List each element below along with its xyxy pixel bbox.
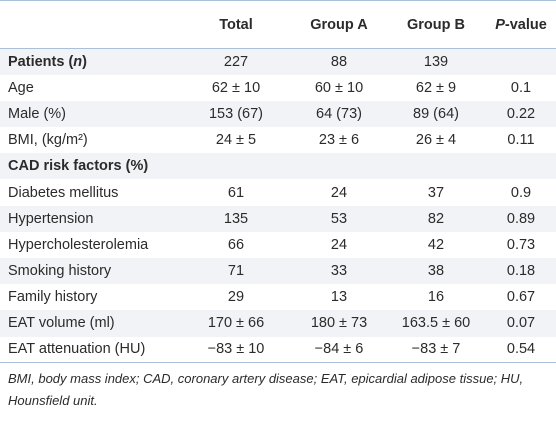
table-row: Diabetes mellitus 61 24 37 0.9 (0, 179, 556, 206)
row-label: Diabetes mellitus (8, 184, 119, 201)
table-row: Age 62 ± 10 60 ± 10 62 ± 9 0.1 (0, 74, 556, 101)
table-row: Male (%) 153 (67) 64 (73) 89 (64) 0.22 (0, 100, 556, 128)
row-label: Hypertension (8, 210, 94, 227)
cell-group-a: 13 (330, 289, 348, 306)
cell-group-a: 60 ± 10 (314, 79, 364, 96)
cell-group-a: 64 (73) (316, 105, 362, 122)
cell-group-a: 88 (330, 53, 348, 70)
cell-group-b: 89 (64) (413, 105, 459, 122)
cell-total: −83 ± 10 (180, 336, 292, 364)
table-row: BMI, (kg/m²) 24 ± 5 23 ± 6 26 ± 4 0.11 (0, 127, 556, 154)
cell-pvalue (486, 49, 556, 75)
cell-group-b: 37 (427, 184, 445, 201)
cell-group-b (386, 153, 486, 179)
table-header-row: Total Group A Group B P-value (0, 0, 556, 49)
cell-group-a: −84 ± 6 (292, 336, 386, 364)
cell-group-a: 53 (330, 210, 348, 227)
table-footnote: BMI, body mass index; CAD, coronary arte… (8, 371, 524, 408)
cell-pvalue: 0.54 (486, 336, 556, 364)
table-row: EAT attenuation (HU) −83 ± 10 −84 ± 6 −8… (0, 336, 556, 364)
cell-total: 29 (227, 289, 245, 306)
header-pvalue-rest: -value (504, 16, 547, 33)
header-group-a: Group A (292, 0, 386, 49)
cell-total: 170 ± 66 (207, 315, 265, 332)
patient-characteristics-table: Total Group A Group B P-value Patients (… (0, 0, 556, 364)
cell-total: 135 (223, 210, 249, 227)
table-row: Smoking history 71 33 38 0.18 (0, 258, 556, 285)
header-pvalue-italic: P (495, 16, 505, 33)
cell-pvalue: 0.1 (510, 79, 532, 96)
row-label: Hypercholesterolemia (8, 236, 149, 253)
header-group-b: Group B (386, 0, 486, 49)
cell-group-b: 42 (427, 236, 445, 253)
cell-total: 66 (227, 236, 245, 253)
cell-total: 227 (223, 53, 249, 70)
cell-pvalue (486, 153, 556, 179)
cell-total: 153 (67) (208, 105, 263, 122)
cell-group-a: 24 (330, 184, 348, 201)
cell-pvalue: 0.73 (506, 236, 536, 253)
row-label: EAT volume (ml) (8, 315, 115, 332)
cell-total: 71 (227, 263, 245, 280)
cell-group-b: −83 ± 7 (386, 336, 486, 364)
row-label-text: Patients (8, 53, 65, 70)
cell-group-b: 16 (427, 289, 445, 306)
row-label: Patients (n) (8, 53, 87, 70)
cell-total: 24 ± 5 (215, 132, 257, 149)
cell-group-a: 23 ± 6 (318, 132, 360, 149)
table-row: CAD risk factors (%) (0, 153, 556, 180)
row-label: BMI, (kg/m²) (8, 132, 88, 149)
row-label: Family history (8, 289, 98, 306)
cell-group-b: 38 (427, 263, 445, 280)
cell-pvalue: 0.18 (506, 263, 536, 280)
cell-group-b: 163.5 ± 60 (401, 315, 471, 332)
table-row: Hypercholesterolemia 66 24 42 0.73 (0, 231, 556, 258)
cell-total: 62 ± 10 (211, 79, 261, 96)
cell-group-a (292, 153, 386, 179)
cell-pvalue: 0.89 (506, 210, 536, 227)
cell-total (180, 153, 292, 179)
cell-group-a: 33 (330, 263, 348, 280)
cell-pvalue: 0.67 (506, 289, 536, 306)
table-row: Hypertension 135 53 82 0.89 (0, 205, 556, 232)
cell-group-a: 24 (330, 236, 348, 253)
row-label: CAD risk factors (%) (8, 158, 149, 175)
cell-group-b: 26 ± 4 (415, 132, 457, 149)
table-row: Family history 29 13 16 0.67 (0, 284, 556, 311)
table-row: EAT volume (ml) 170 ± 66 180 ± 73 163.5 … (0, 310, 556, 337)
row-label: Smoking history (8, 263, 112, 280)
cell-pvalue: 0.9 (510, 184, 532, 201)
cell-group-b: 62 ± 9 (415, 79, 457, 96)
cell-group-b: 139 (423, 53, 449, 70)
row-label-suffix: n (73, 53, 83, 70)
row-label: EAT attenuation (HU) (0, 336, 180, 364)
cell-pvalue: 0.07 (506, 315, 536, 332)
row-label: Male (%) (8, 105, 67, 122)
header-total: Total (180, 0, 292, 49)
cell-group-a: 180 ± 73 (310, 315, 368, 332)
header-pvalue: P-value (486, 0, 556, 49)
cell-pvalue: 0.11 (507, 132, 535, 149)
cell-total: 61 (227, 184, 245, 201)
table-row: Patients (n) 227 88 139 (0, 48, 556, 75)
cell-pvalue: 0.22 (506, 105, 536, 122)
row-label: Age (8, 79, 34, 96)
header-label (0, 0, 180, 49)
cell-group-b: 82 (427, 210, 445, 227)
